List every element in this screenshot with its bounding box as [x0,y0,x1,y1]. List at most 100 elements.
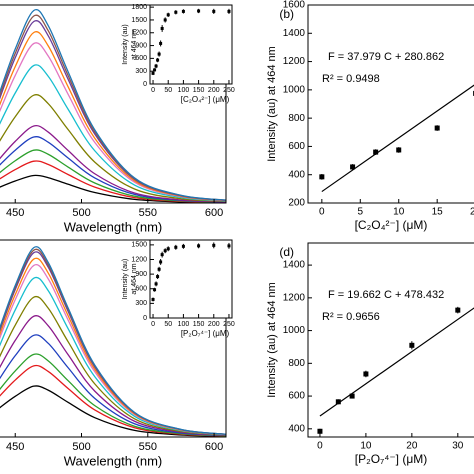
spectrum-line [0,64,227,202]
x-tick-label: 450 [6,207,24,219]
x-axis-label: [C₂O₄²⁻] (μM) [181,95,230,104]
data-point [159,41,163,45]
data-point [349,393,355,399]
data-point [197,9,201,13]
x-axis-label: [C₂O₄²⁻] (μM) [355,218,428,232]
data-point [212,9,216,13]
x-tick-label: 20 [406,441,418,452]
x-tick-label: 50 [164,87,172,94]
y-axis-label: Intensity (au) at 464 nm [266,282,278,398]
data-point [227,244,231,248]
y-tick-label: 900 [135,271,147,278]
x-tick-label: 450 [6,441,24,453]
x-tick-label: 30 [452,441,464,452]
x-tick-label: 15 [432,207,444,218]
data-point [160,253,164,257]
data-point [335,399,341,405]
data-point [319,174,325,180]
axes-frame [0,4,227,204]
x-tick-label: 600 [205,441,223,453]
y-axis-label: Intensity (au) at 464 nm [266,46,278,162]
data-point [151,71,155,75]
y-tick-label: 1000 [283,325,306,336]
y-tick-label: 600 [135,286,147,293]
y-tick-label: 1200 [283,56,306,67]
spectrum-line [0,125,227,203]
x-tick-label: 150 [193,321,205,328]
x-tick-label: 550 [139,441,157,453]
y-axis-label: Intensity (au) [122,259,129,299]
y-tick-label: 600 [135,55,147,62]
spectrum-line [0,334,227,437]
y-tick-label: 300 [135,300,147,307]
data-point [373,149,379,155]
y-tick-label: 900 [135,42,147,49]
spectrum-line [0,174,227,204]
data-point [154,64,158,68]
axes-frame [149,4,233,85]
data-point [153,288,157,292]
data-point [159,260,163,264]
x-axis-label: Wavelength (nm) [64,220,163,235]
spectrum-line [0,364,227,437]
fit-annotation: F = 19.662 C + 478.432 [328,289,444,301]
data-point [227,9,231,13]
spectrum-line [0,353,227,437]
data-point [163,249,167,253]
fit-annotation: R² = 0.9656 [322,311,380,323]
spectrum-line [0,246,227,435]
x-tick-label: 550 [139,207,157,219]
data-point [363,371,369,377]
spectrum-line [0,8,227,201]
y-tick-label: 300 [135,68,147,75]
y-tick-label: 600 [288,391,305,402]
y-axis-label: at 464 nm [131,29,138,60]
y-tick-label: 1500 [131,17,147,24]
inset-background [150,5,232,84]
data-point [174,245,178,249]
axes-frame [0,239,227,438]
spectrum-line [0,385,227,437]
x-tick-label: 150 [193,87,205,94]
data-point [396,147,402,153]
data-point [166,13,170,17]
axes-frame [307,4,474,204]
y-axis-label: at 464 nm [131,263,138,294]
y-tick-label: 1600 [283,0,306,11]
data-point [181,9,185,13]
data-point [212,243,216,247]
y-tick-label: 0 [143,315,147,322]
x-tick-label: 100 [178,321,190,328]
x-axis-label: [P₂O₇⁴⁻] (μM) [355,452,428,466]
panel-label: (d) [279,245,294,259]
data-point [350,164,356,170]
x-tick-label: 200 [208,321,220,328]
y-tick-label: 1800 [131,4,147,11]
data-point [151,297,155,301]
inset-background [150,240,232,318]
y-tick-label: 400 [288,169,305,180]
x-tick-label: 250 [223,87,235,94]
panel-label: (b) [279,7,294,21]
x-axis-label: Wavelength (nm) [64,454,163,469]
spectrum-line [0,149,227,203]
x-tick-label: 500 [72,441,90,453]
axes-frame [149,239,233,319]
x-tick-label: 5 [358,207,364,218]
y-tick-label: 800 [288,358,305,369]
data-point [434,125,440,131]
data-point [317,428,323,434]
axes-frame [307,242,474,438]
x-axis-label: [P₂O₇⁴⁻] (μM) [181,329,230,338]
x-tick-label: 200 [208,87,220,94]
x-tick-label: 100 [178,87,190,94]
x-tick-label: 10 [360,441,372,452]
x-tick-label: 250 [223,321,235,328]
data-point [455,307,461,313]
y-tick-label: 1400 [283,28,306,39]
data-point [174,10,178,14]
data-point [181,244,185,248]
fit-annotation: R² = 0.9498 [322,73,380,85]
data-point [160,26,164,30]
